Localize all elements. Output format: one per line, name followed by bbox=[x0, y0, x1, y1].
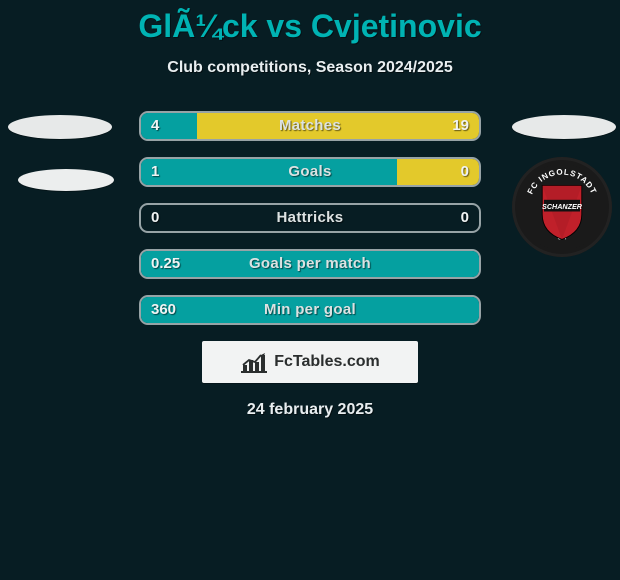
branding-badge: FcTables.com bbox=[202, 341, 418, 383]
root: GlÃ¼ck vs Cvjetinovic Club competitions,… bbox=[0, 0, 620, 580]
branding-text: FcTables.com bbox=[274, 353, 380, 371]
bar-label: Min per goal bbox=[139, 295, 481, 325]
bar-label: Matches bbox=[139, 111, 481, 141]
player-left-logo bbox=[8, 111, 108, 201]
bar-label: Goals per match bbox=[139, 249, 481, 279]
oval-placeholder-icon bbox=[18, 169, 114, 191]
club-badge-icon: FC INGOLSTADT 04 SCHANZER bbox=[512, 157, 612, 257]
page-subtitle: Club competitions, Season 2024/2025 bbox=[0, 59, 620, 77]
bar-label: Goals bbox=[139, 157, 481, 187]
bar-row: 360Min per goal bbox=[139, 295, 481, 325]
oval-placeholder-icon bbox=[512, 115, 616, 139]
bar-chart-icon bbox=[240, 351, 268, 373]
bar-value-right: 19 bbox=[452, 111, 469, 141]
player-right-logo: FC INGOLSTADT 04 SCHANZER bbox=[512, 111, 612, 201]
main-area: FC INGOLSTADT 04 SCHANZER 4Matches19 1Goa… bbox=[0, 111, 620, 419]
bar-label: Hattricks bbox=[139, 203, 481, 233]
bar-row: 4Matches19 bbox=[139, 111, 481, 141]
bar-row: 1Goals0 bbox=[139, 157, 481, 187]
bar-row: 0Hattricks0 bbox=[139, 203, 481, 233]
badge-center-text: SCHANZER bbox=[542, 202, 583, 211]
page-title: GlÃ¼ck vs Cvjetinovic bbox=[0, 0, 620, 45]
date-label: 24 february 2025 bbox=[0, 401, 620, 419]
oval-placeholder-icon bbox=[8, 115, 112, 139]
bar-value-right: 0 bbox=[461, 157, 469, 187]
bar-row: 0.25Goals per match bbox=[139, 249, 481, 279]
bar-value-right: 0 bbox=[461, 203, 469, 233]
bars-list: 4Matches191Goals00Hattricks00.25Goals pe… bbox=[139, 111, 481, 325]
